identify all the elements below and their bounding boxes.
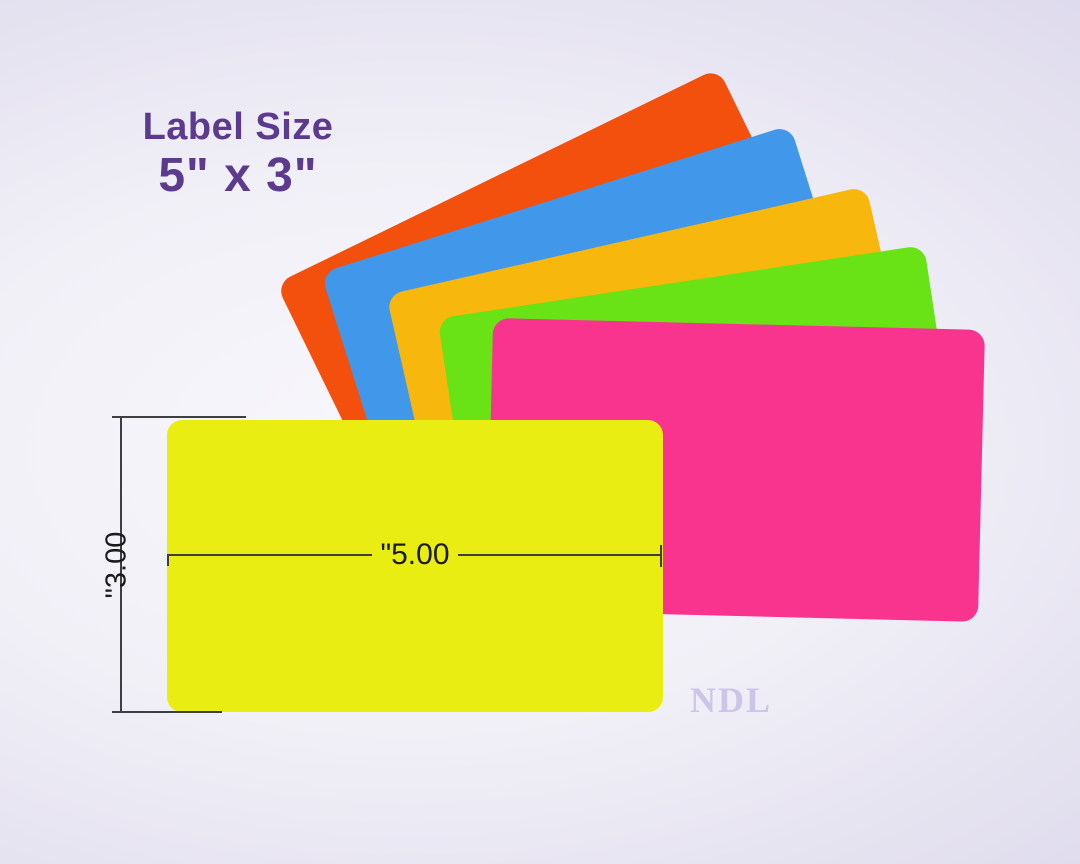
- title-size-value: 5" x 3": [158, 148, 318, 202]
- width-dimension-label: "5.00: [380, 538, 450, 571]
- dimension-end-right: [660, 545, 662, 567]
- dimension-tick-top: [112, 416, 246, 418]
- ndl-watermark: NDL: [689, 680, 773, 720]
- dimension-line-horizontal-left: [167, 554, 372, 556]
- dimension-end-left: [167, 554, 169, 566]
- page-title: Label Size 5" x 3": [118, 106, 358, 202]
- dimension-line-vertical: [120, 417, 122, 713]
- height-dimension-label: "3.00: [100, 531, 133, 599]
- dimension-tick-bottom: [112, 711, 222, 713]
- label-card-yellow: [167, 420, 663, 712]
- dimension-line-horizontal-right: [458, 554, 662, 556]
- title-label-size: Label Size: [142, 106, 334, 148]
